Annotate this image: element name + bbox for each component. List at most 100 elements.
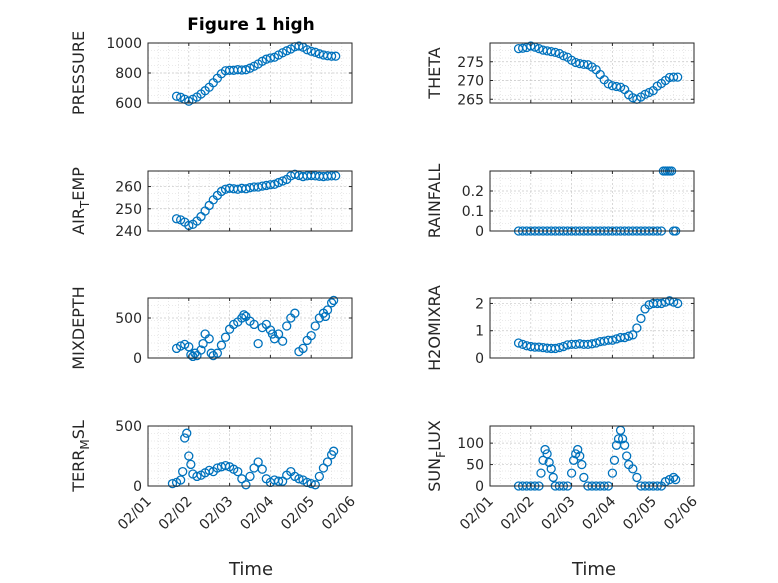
data-point: [198, 338, 208, 349]
data-point: [670, 474, 681, 485]
data-point: [216, 340, 227, 350]
data-point: [178, 466, 188, 477]
data-point: [267, 329, 278, 339]
data-point: [579, 472, 589, 483]
axes-box: [147, 297, 353, 359]
data-point: [656, 298, 667, 309]
x-tick-label: 02/06: [319, 493, 359, 533]
data-points: [513, 41, 683, 104]
data-point: [538, 455, 548, 465]
data-point: [204, 334, 214, 344]
x-tick-label: 02/05: [278, 494, 318, 534]
x-tick-label: 02/01: [457, 494, 497, 534]
y-tick-label: 0: [133, 479, 142, 495]
data-point: [611, 81, 622, 92]
data-point: [579, 59, 589, 70]
data-point: [180, 433, 190, 443]
data-point: [558, 51, 569, 61]
data-points: [171, 41, 341, 106]
data-point: [540, 444, 550, 455]
data-point: [212, 463, 223, 473]
y-tick-label: 1: [475, 324, 484, 340]
data-point: [622, 451, 632, 461]
x-tick-label: 02/04: [237, 493, 277, 533]
data-point: [310, 47, 320, 57]
data-point: [664, 296, 675, 306]
data-point: [617, 434, 628, 444]
figure-title: Figure 1 high: [187, 15, 315, 35]
data-point: [554, 342, 565, 353]
data-point: [534, 43, 544, 54]
data-point: [668, 72, 679, 82]
grid: [490, 171, 694, 231]
data-point: [273, 476, 284, 486]
data-point: [619, 332, 630, 343]
data-point: [265, 180, 276, 190]
data-point: [628, 464, 638, 474]
y-axis-label: MIXDEPTH: [69, 286, 88, 369]
y-tick-label: 100: [457, 436, 484, 452]
data-point: [253, 457, 263, 467]
data-point: [290, 308, 300, 318]
data-point: [568, 455, 579, 465]
x-tick-label: 02/01: [115, 494, 155, 534]
data-point: [241, 480, 251, 490]
grid: [490, 43, 694, 103]
data-point: [628, 330, 638, 340]
x-tick-label: 02/03: [539, 494, 579, 534]
data-point: [265, 53, 276, 63]
data-point: [310, 321, 320, 331]
sun-flux-axes: 0 50 100 SUNFLUX 02/01 02/02 02/03 02/04 02/05 02…: [425, 420, 701, 533]
x-tick-label: 02/02: [498, 494, 538, 534]
data-point: [239, 310, 249, 320]
axes-box: [489, 42, 695, 104]
data-point: [282, 321, 292, 331]
data-point: [587, 339, 597, 349]
y-axis-label: THETA: [425, 47, 444, 99]
data-point: [517, 339, 528, 350]
data-point: [233, 466, 243, 477]
y-tick-label: 1000: [106, 36, 142, 52]
y-tick-label: 600: [115, 96, 142, 112]
y-tick-label: 275: [457, 55, 484, 71]
data-point: [609, 455, 620, 465]
data-point: [517, 43, 528, 53]
data-points: [513, 296, 683, 354]
data-point: [326, 171, 337, 181]
y-tick-label: 800: [115, 66, 142, 82]
data-point: [298, 343, 308, 354]
data-point: [320, 311, 331, 322]
data-point: [206, 348, 216, 358]
data-point: [306, 478, 316, 489]
y-tick-label: 2: [475, 296, 484, 312]
data-point: [171, 214, 182, 224]
h2omixra-axes: 0 1 2 H2OMIXRA: [425, 285, 695, 371]
pressure-axes: 600 800 1000 PRESSURE: [69, 31, 353, 115]
data-point: [607, 335, 618, 345]
data-point: [175, 475, 186, 485]
data-point: [331, 171, 341, 181]
y-tick-label: 240: [115, 224, 142, 240]
grid: [148, 426, 352, 486]
data-points: [171, 295, 339, 362]
y-tick-label: 0.1: [462, 204, 484, 220]
mixdepth-axes: 0 500 MIXDEPTH: [69, 286, 353, 370]
data-point: [550, 47, 560, 58]
data-point: [546, 464, 556, 474]
grid: [148, 298, 352, 358]
data-point: [245, 471, 255, 482]
y-axis-label: AIRTEMP: [69, 167, 92, 235]
data-point: [636, 313, 646, 324]
data-point: [624, 331, 634, 341]
data-point: [220, 460, 231, 471]
data-point: [542, 449, 552, 459]
data-point: [192, 471, 202, 482]
data-point: [513, 338, 524, 348]
y-tick-label: 0: [475, 224, 484, 240]
data-point: [184, 451, 194, 461]
grid: [148, 43, 352, 103]
data-point: [294, 41, 304, 51]
data-points: [171, 169, 341, 231]
data-point: [573, 444, 583, 455]
data-point: [314, 471, 325, 482]
